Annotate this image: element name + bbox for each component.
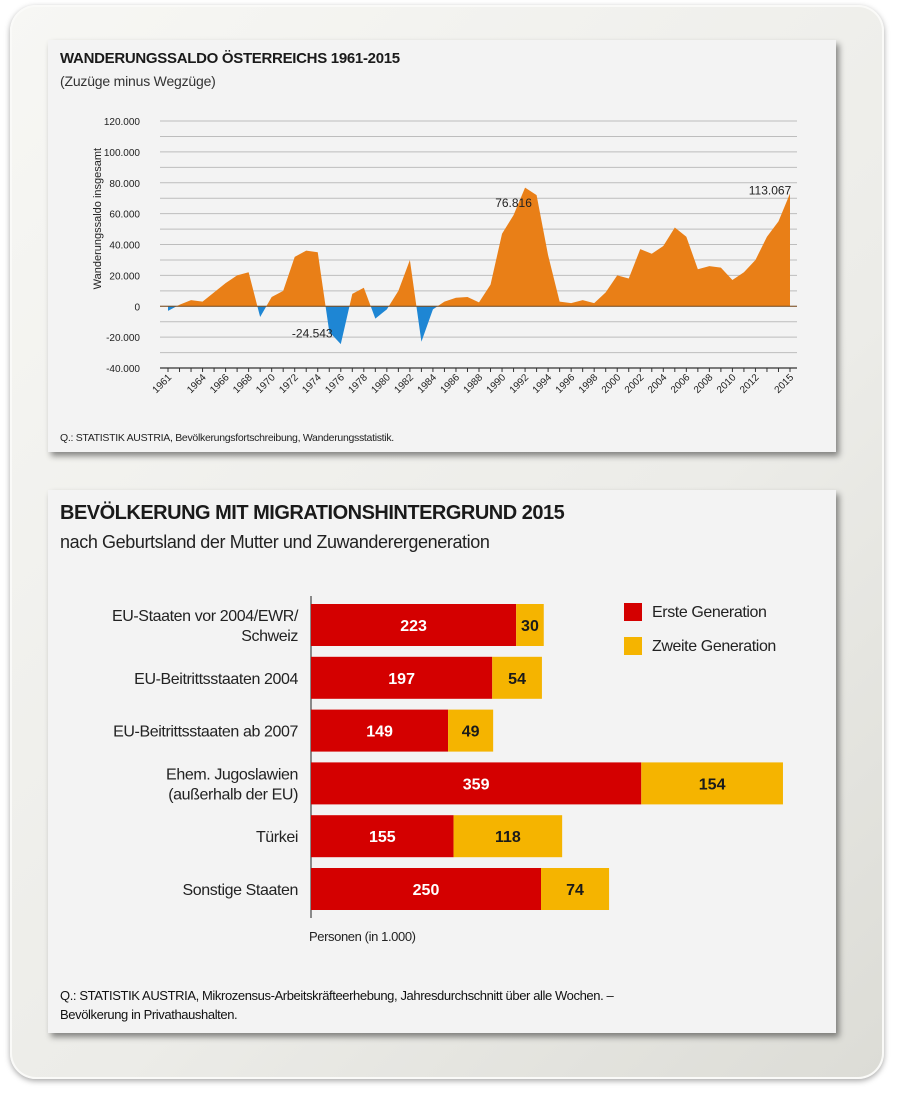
x-tick-label: 1980 — [369, 372, 393, 396]
x-tick-label: 1982 — [392, 372, 416, 396]
x-tick-label: 1994 — [531, 372, 555, 396]
x-tick-label: 2006 — [669, 372, 693, 396]
bar-second-generation — [516, 604, 544, 646]
data-label: 223 — [400, 618, 427, 635]
x-tick-label: 1972 — [277, 372, 301, 396]
category-label: Schweiz — [241, 628, 298, 645]
x-tick-label: 2002 — [623, 372, 647, 396]
x-tick-label: 1992 — [508, 372, 532, 396]
category-label: EU-Beitrittsstaaten ab 2007 — [113, 724, 298, 741]
chart-title: BEVÖLKERUNG MIT MIGRATIONSHINTERGRUND 20… — [60, 502, 565, 524]
x-tick-label: 2012 — [738, 372, 762, 396]
bar-second-generation — [453, 815, 563, 858]
migration-background-panel: BEVÖLKERUNG MIT MIGRATIONSHINTERGRUND 20… — [48, 490, 836, 1033]
data-label: 359 — [463, 776, 490, 793]
x-tick-label: 1968 — [231, 372, 255, 396]
x-tick-label: 1970 — [254, 372, 278, 396]
bar-second-generation — [448, 709, 494, 752]
category-label: Sonstige Staaten — [183, 882, 298, 899]
bar-first-generation — [311, 868, 541, 910]
x-tick-label: 1966 — [208, 372, 232, 396]
data-label: 74 — [566, 882, 584, 899]
category-label: Ehem. Jugoslawien — [166, 766, 298, 783]
data-label: 49 — [462, 724, 480, 741]
x-tick-label: 1988 — [462, 372, 486, 396]
bar-second-generation — [492, 656, 542, 699]
x-tick-label: 1978 — [346, 372, 370, 396]
annotation-label: -24.543 — [292, 327, 333, 341]
x-tick-label: 1984 — [416, 372, 440, 396]
negative-area — [168, 306, 790, 345]
x-tick-label: 1964 — [185, 372, 209, 396]
y-tick-label: 60.000 — [109, 210, 140, 221]
chart-subtitle: nach Geburtsland der Mutter und Zuwander… — [60, 532, 490, 552]
annotation-label: 113.067 — [749, 184, 792, 198]
y-tick-label: 120.000 — [104, 117, 141, 128]
data-label: 54 — [508, 671, 526, 688]
data-label: 30 — [521, 618, 539, 635]
data-label: 155 — [369, 829, 396, 846]
data-label: 154 — [699, 776, 726, 793]
bar-second-generation — [541, 868, 610, 910]
x-tick-label: 1974 — [300, 372, 324, 396]
data-label: 250 — [413, 882, 440, 899]
x-tick-label: 1996 — [554, 372, 578, 396]
x-tick-label: 1961 — [151, 372, 175, 396]
y-tick-label: -20.000 — [106, 333, 140, 344]
chart-source: Q.: STATISTIK AUSTRIA, Mikrozensus-Arbei… — [60, 986, 614, 1024]
category-label: (außerhalb der EU) — [168, 786, 298, 803]
category-label: Türkei — [256, 829, 298, 846]
annotation-label: 76.816 — [495, 196, 532, 210]
bar-first-generation — [311, 709, 449, 752]
legend-label: Zweite Generation — [652, 638, 776, 655]
category-label: EU-Staaten vor 2004/EWR/ — [112, 608, 299, 625]
migration-balance-panel: WANDERUNGSSALDO ÖSTERREICHS 1961-2015 (Z… — [48, 40, 836, 452]
y-tick-label: 0 — [134, 302, 140, 313]
category-label: EU-Beitrittsstaaten 2004 — [134, 671, 298, 688]
chart-subtitle: (Zuzüge minus Wegzüge) — [60, 73, 216, 89]
y-tick-label: 80.000 — [109, 179, 140, 190]
bar-first-generation — [311, 656, 493, 699]
source-line: Q.: STATISTIK AUSTRIA, Mikrozensus-Arbei… — [60, 988, 614, 1003]
bar-first-generation — [311, 604, 517, 646]
source-line: Bevölkerung in Privathaushalten. — [60, 1007, 238, 1022]
bar-second-generation — [641, 762, 783, 805]
x-tick-label: 1976 — [323, 372, 347, 396]
x-axis-label: Personen (in 1.000) — [309, 929, 416, 944]
bar-first-generation — [311, 762, 642, 805]
bar-first-generation — [311, 815, 454, 858]
data-label: 149 — [366, 724, 393, 741]
legend-swatch — [624, 603, 642, 621]
y-tick-label: 100.000 — [104, 148, 141, 159]
x-tick-label: 2015 — [773, 372, 797, 396]
x-tick-label: 2004 — [646, 372, 670, 396]
positive-area — [168, 187, 790, 307]
legend-label: Erste Generation — [652, 604, 767, 621]
data-label: 197 — [388, 671, 415, 688]
x-tick-label: 2000 — [600, 372, 624, 396]
x-tick-label: 1998 — [577, 372, 601, 396]
chart-source: Q.: STATISTIK AUSTRIA, Bevölkerungsforts… — [60, 432, 394, 444]
y-tick-label: -40.000 — [106, 364, 140, 375]
y-tick-label: 20.000 — [109, 271, 140, 282]
y-axis-label: Wanderungssaldo insgesamt — [92, 148, 104, 289]
x-tick-label: 2010 — [715, 372, 739, 396]
x-tick-label: 1986 — [439, 372, 463, 396]
area-chart: -40.000 -20.000 0 20.000 40.000 60.000 80.000 1… — [92, 117, 797, 396]
y-tick-label: 40.000 — [109, 241, 140, 252]
chart-title: WANDERUNGSSALDO ÖSTERREICHS 1961-2015 — [60, 50, 400, 67]
x-tick-label: 1990 — [485, 372, 509, 396]
bar-chart: EU-Staaten vor 2004/EWR/Schweiz 223 30 EU-B… — [112, 596, 783, 944]
data-label: 118 — [495, 829, 521, 846]
legend-swatch — [624, 637, 642, 655]
x-tick-label: 2008 — [692, 372, 716, 396]
